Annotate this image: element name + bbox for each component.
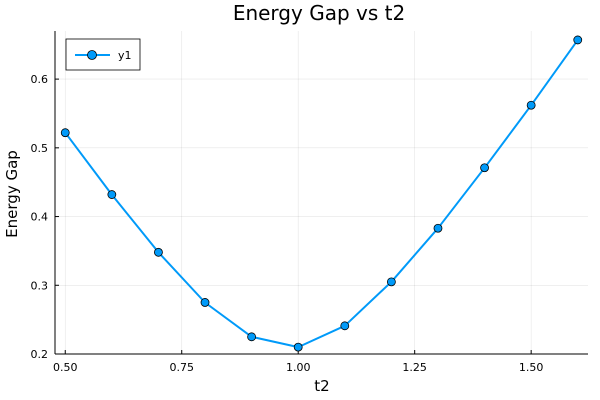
grid [55,31,588,355]
data-point [526,100,536,110]
data-point [480,163,489,173]
data-point [107,190,117,199]
series [60,35,583,352]
x-tick-label: 1.50 [519,361,544,374]
x-axis-label: t2 [314,377,329,395]
data-point [386,277,396,287]
x-tick-labels: 0.50 0.75 1.00 1.25 1.50 [53,361,543,374]
series-line [64,39,579,349]
x-tick-label: 1.25 [402,361,427,374]
data-point [200,298,210,307]
y-tick-label: 0.3 [31,279,49,292]
y-axis-label: Energy Gap [3,150,21,238]
y-tick-labels: 0.2 0.3 0.4 0.5 0.6 [31,73,49,361]
y-tick-label: 0.6 [31,73,49,86]
data-point [293,342,303,352]
legend-marker [87,50,97,60]
data-point [60,128,70,138]
legend: y1 [65,38,141,71]
data-point [433,223,443,233]
data-point [573,35,583,45]
y-tick-label: 0.5 [31,142,49,155]
chart-title: Energy Gap vs t2 [233,1,405,25]
x-tick-label: 1.00 [286,361,311,374]
y-tick-label: 0.2 [31,348,49,361]
data-point [247,332,257,342]
legend-label: y1 [118,49,132,62]
x-tick-label: 0.50 [53,361,78,374]
data-point [154,247,163,257]
x-tick-label: 0.75 [169,361,194,374]
y-tick-label: 0.4 [31,211,49,224]
axes [54,31,588,355]
data-point [340,321,350,331]
